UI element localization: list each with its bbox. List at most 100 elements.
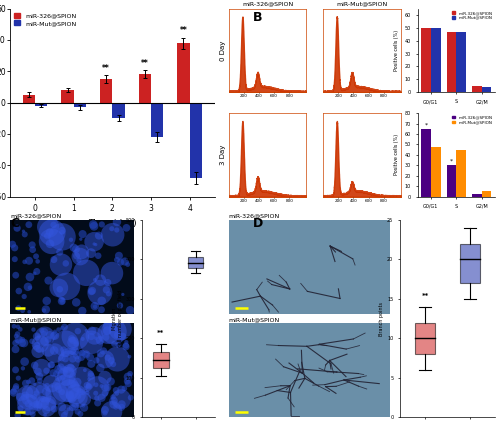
Point <box>51 332 59 339</box>
Point <box>28 403 36 410</box>
Point <box>72 333 80 340</box>
Point <box>116 259 124 265</box>
Point <box>88 339 96 346</box>
Point <box>70 381 78 388</box>
Point <box>41 333 49 340</box>
Point <box>24 389 32 396</box>
Point <box>118 401 126 408</box>
Bar <box>62 90 74 103</box>
Point <box>68 348 76 354</box>
Point <box>123 378 131 385</box>
Point <box>112 387 120 394</box>
Point <box>38 364 46 371</box>
Point <box>101 406 109 413</box>
Bar <box>22 95 35 103</box>
Point <box>67 236 75 243</box>
Point <box>76 389 84 396</box>
Point <box>38 399 46 406</box>
Point <box>107 378 115 385</box>
Point <box>66 392 74 399</box>
Point <box>44 400 52 407</box>
Point <box>68 335 76 342</box>
Point <box>25 257 33 264</box>
Legend: miR-326@SPION, miR-Mut@SPION: miR-326@SPION, miR-Mut@SPION <box>452 11 493 20</box>
Point <box>126 370 134 377</box>
Point <box>119 291 127 298</box>
Point <box>32 253 40 260</box>
Point <box>90 223 98 230</box>
Text: D: D <box>252 217 263 230</box>
Bar <box>151 103 164 137</box>
Point <box>78 308 86 314</box>
Bar <box>188 257 204 268</box>
Point <box>126 394 134 401</box>
Point <box>10 323 18 330</box>
Point <box>62 355 70 362</box>
Point <box>48 361 56 368</box>
Point <box>94 385 102 392</box>
Point <box>74 394 82 401</box>
Point <box>55 285 63 291</box>
Bar <box>112 103 124 118</box>
Point <box>118 333 126 340</box>
Point <box>33 268 41 275</box>
Point <box>35 346 43 353</box>
Point <box>34 402 42 409</box>
Point <box>58 298 66 305</box>
Point <box>120 385 128 392</box>
Point <box>28 393 36 400</box>
Point <box>14 336 22 343</box>
Point <box>58 296 66 303</box>
Title: miR-326@SPION: miR-326@SPION <box>242 2 293 7</box>
Point <box>40 328 48 335</box>
Point <box>14 323 22 330</box>
Point <box>24 408 32 415</box>
Point <box>110 397 118 404</box>
Point <box>40 331 48 337</box>
Point <box>88 288 96 295</box>
Point <box>62 409 70 416</box>
Point <box>42 406 50 413</box>
Point <box>85 376 93 383</box>
Bar <box>431 147 440 197</box>
Point <box>69 348 77 355</box>
Text: miR-326@SPION: miR-326@SPION <box>229 214 280 219</box>
Point <box>92 390 100 397</box>
Bar <box>431 28 440 92</box>
Point <box>78 336 86 343</box>
Point <box>82 385 90 391</box>
Point <box>12 340 20 346</box>
Point <box>114 356 122 363</box>
Point <box>104 290 112 297</box>
Point <box>34 403 42 410</box>
Point <box>92 335 100 342</box>
Point <box>66 387 74 394</box>
Point <box>91 276 99 283</box>
Point <box>30 270 38 277</box>
Point <box>122 342 130 349</box>
Point <box>80 404 88 411</box>
Point <box>108 231 116 238</box>
Point <box>84 389 92 396</box>
Point <box>113 219 121 225</box>
Point <box>108 357 116 364</box>
Point <box>96 289 104 296</box>
Point <box>62 378 70 385</box>
Point <box>72 299 80 306</box>
Point <box>30 393 38 400</box>
Point <box>34 333 42 340</box>
Point <box>64 406 72 413</box>
Point <box>22 380 30 387</box>
Point <box>12 272 20 279</box>
Point <box>48 229 56 236</box>
Point <box>118 404 126 411</box>
Text: B: B <box>252 11 262 24</box>
Point <box>82 327 90 334</box>
Point <box>59 374 67 380</box>
Y-axis label: 0 Day: 0 Day <box>220 40 226 60</box>
Point <box>38 396 46 403</box>
Point <box>64 348 72 354</box>
Point <box>90 332 98 339</box>
Point <box>20 293 28 300</box>
Point <box>18 337 26 343</box>
